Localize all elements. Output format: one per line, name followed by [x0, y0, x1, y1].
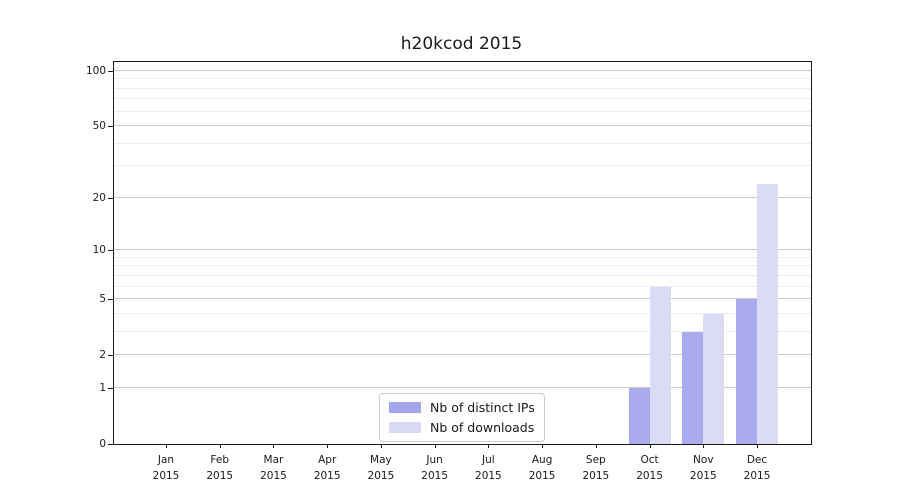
gridline-minor	[114, 265, 811, 267]
bar-downloads	[703, 313, 725, 444]
gridline-minor	[114, 285, 811, 287]
y-axis-tick-label: 0	[99, 438, 106, 450]
x-axis-tick-mark	[542, 444, 544, 448]
gridline-minor	[114, 142, 811, 144]
gridline-major	[114, 196, 811, 198]
x-tick-year: 2015	[421, 469, 449, 482]
bar-distinct-ips	[628, 387, 650, 444]
bar-downloads	[757, 183, 779, 444]
gridline-minor	[114, 256, 811, 258]
gridline-major	[114, 386, 811, 388]
y-axis-tick-label: 20	[92, 191, 106, 204]
gridline-minor	[114, 87, 811, 89]
gridline-minor	[114, 312, 811, 314]
gridline-minor	[114, 78, 811, 80]
x-tick-year: 2015	[206, 469, 234, 482]
y-axis-tick-mark	[108, 444, 113, 445]
x-axis-tick-label: Jun 2015	[421, 453, 448, 484]
x-tick-year: 2015	[528, 469, 556, 482]
x-axis-tick-label: Aug 2015	[529, 453, 556, 484]
gridline-minor	[114, 98, 811, 100]
x-axis-tick-mark	[595, 444, 597, 448]
y-axis-tick-mark	[108, 299, 113, 301]
y-axis-tick-label: 100	[85, 64, 106, 77]
y-axis-tick-label: 2	[99, 349, 106, 362]
y-axis-tick-mark	[108, 250, 113, 252]
x-tick-year: 2015	[313, 469, 341, 482]
x-tick-month: Jan	[157, 454, 175, 466]
x-axis-tick-label: Apr 2015	[314, 453, 341, 484]
x-axis-tick-mark	[434, 444, 436, 448]
y-axis-tick-label: 5	[99, 293, 106, 306]
legend: Nb of distinct IPs Nb of downloads	[379, 393, 545, 442]
legend-swatch-distinct-ips	[389, 402, 421, 413]
x-axis-tick-label: Dec 2015	[744, 453, 771, 484]
x-tick-month: Jun	[426, 454, 443, 466]
x-tick-month: May	[370, 454, 392, 466]
chart-title: h20kcod 2015	[400, 34, 523, 54]
x-axis-tick-label: Jan 2015	[153, 453, 180, 484]
x-axis-tick-mark	[488, 444, 490, 448]
x-tick-year: 2015	[743, 469, 771, 482]
gridline-minor	[114, 110, 811, 112]
x-axis-tick-mark	[757, 444, 759, 448]
x-axis-tick-mark	[166, 444, 167, 448]
x-tick-year: 2015	[582, 469, 610, 482]
y-axis-tick-label: 10	[92, 244, 106, 257]
gridline-major	[114, 354, 811, 356]
gridline-minor	[114, 330, 811, 332]
x-axis-tick-label: Sep 2015	[582, 453, 609, 484]
x-axis-tick-label: Jul 2015	[475, 453, 502, 484]
x-axis-tick-mark	[273, 444, 275, 448]
x-axis-tick-label: Nov 2015	[690, 453, 717, 484]
gridline-minor	[114, 274, 811, 276]
gridline-major	[114, 298, 811, 300]
bar-distinct-ips	[682, 331, 704, 444]
x-axis-tick-mark	[380, 444, 382, 448]
x-axis-tick-label: Mar 2015	[260, 453, 287, 484]
gridline-major	[114, 70, 811, 71]
gridline-minor	[114, 165, 811, 167]
x-axis-tick-mark	[649, 444, 651, 448]
x-axis-tick-label: Oct 2015	[636, 453, 663, 484]
x-axis-tick-mark	[219, 444, 221, 448]
legend-label-downloads: Nb of downloads	[430, 420, 535, 435]
gridline-major	[114, 249, 811, 251]
gridline-major	[114, 125, 811, 127]
x-tick-month: Jul	[482, 454, 495, 466]
x-axis-tick-label: Feb 2015	[206, 453, 233, 484]
plot-area: Nb of distinct IPs Nb of downloads 0 1 2 5 1…	[86, 61, 812, 482]
x-tick-year: 2015	[260, 469, 287, 482]
y-axis-tick-mark	[108, 126, 113, 128]
x-tick-month: Aug	[531, 454, 553, 466]
x-axis-tick-label: May 2015	[368, 453, 395, 484]
x-tick-month: Oct	[640, 454, 659, 466]
x-tick-month: Apr	[318, 454, 337, 466]
legend-swatch-downloads	[389, 422, 421, 433]
legend-entry-distinct-ips: Nb of distinct IPs	[389, 399, 535, 416]
legend-entry-downloads: Nb of downloads	[389, 419, 535, 436]
x-tick-year: 2015	[152, 469, 180, 482]
x-tick-month: Dec	[746, 454, 768, 466]
bar-distinct-ips	[736, 299, 758, 444]
bar-downloads	[649, 286, 671, 444]
x-axis-tick-mark	[703, 444, 705, 448]
x-tick-year: 2015	[367, 469, 395, 482]
y-axis-tick-label: 1	[99, 381, 106, 394]
y-axis-tick-label: 50	[92, 120, 106, 133]
y-axis-tick-mark	[108, 197, 113, 199]
x-tick-month: Feb	[210, 454, 230, 466]
x-tick-month: Mar	[263, 454, 284, 466]
x-tick-year: 2015	[475, 469, 502, 482]
x-axis-tick-mark	[327, 444, 329, 448]
y-axis-tick-mark	[108, 387, 113, 389]
x-tick-year: 2015	[636, 469, 663, 482]
y-axis-tick-mark	[108, 355, 113, 357]
x-tick-year: 2015	[689, 469, 717, 482]
legend-label-distinct-ips: Nb of distinct IPs	[430, 400, 535, 415]
x-tick-month: Sep	[585, 454, 606, 466]
y-axis-tick-mark	[108, 70, 113, 72]
x-tick-month: Nov	[693, 454, 714, 466]
